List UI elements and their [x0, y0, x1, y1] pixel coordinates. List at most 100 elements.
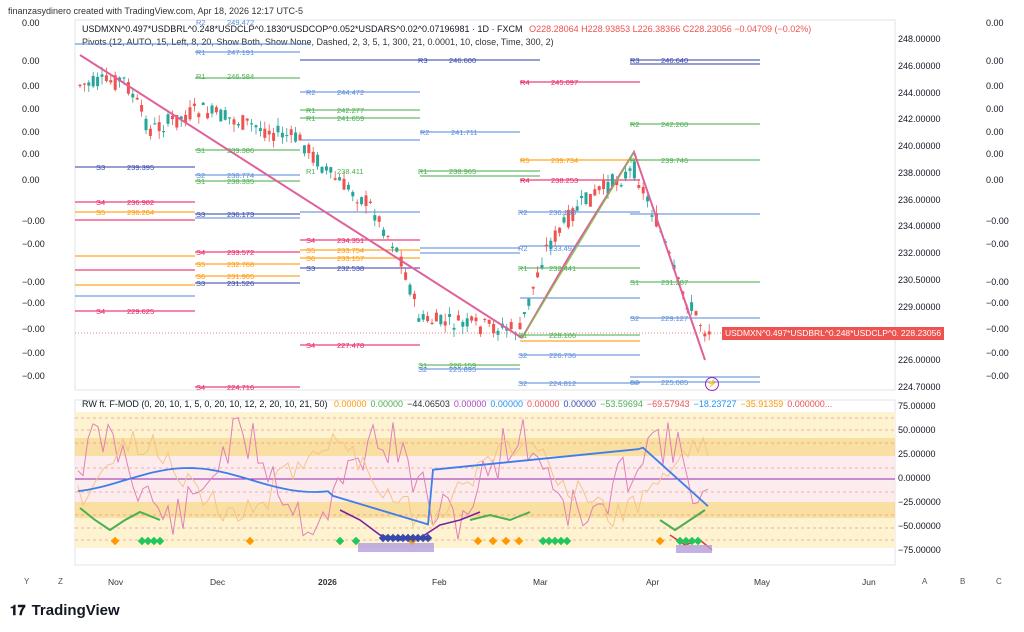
osc-green-segment [659, 509, 706, 532]
symbol-price-tag: USDMXN^0.497*USDBRL^0.248*USDCLP^0.18... [722, 327, 905, 340]
pivot-level-value: 249.472 [227, 18, 254, 27]
osc-value: 0.00000 [526, 399, 560, 409]
candle-body [641, 186, 645, 194]
candle-body [170, 115, 174, 120]
pivot-level-tag: R3 [630, 56, 640, 65]
candle-body [311, 151, 315, 163]
pivot-level-value: 236.264 [127, 208, 154, 217]
candle-body [210, 105, 214, 114]
ohlc-values: O228.28064 H228.93853 L226.38366 C228.23… [529, 24, 812, 34]
time-tick-label: Dec [210, 577, 226, 587]
right-scale-label: −0.00 [986, 348, 1009, 358]
created-by-line: finanzasydinero created with TradingView… [8, 6, 304, 16]
candle-body [531, 286, 535, 289]
blue-diamond-marker [423, 533, 433, 543]
blue-diamond-marker [393, 533, 403, 543]
purple-bar-marker [684, 545, 688, 553]
axis-letter[interactable]: B [960, 577, 966, 586]
purple-bar-marker [688, 545, 692, 553]
candle-body [250, 123, 254, 125]
blue-diamond-marker [408, 533, 418, 543]
price-tick-label: 236.00000 [898, 194, 941, 205]
candle-body [228, 117, 232, 119]
time-tick-label: May [754, 577, 771, 587]
green-diamond-marker [556, 536, 566, 546]
pivot-level-value: 231.287 [661, 278, 688, 287]
candle-body [624, 171, 628, 179]
left-scale-label: −0.00 [22, 277, 45, 287]
price-tick-label: 232.00000 [898, 248, 941, 259]
pivot-level-value: 232.538 [337, 264, 364, 273]
candle-body [390, 246, 394, 249]
green-diamond-marker [562, 536, 572, 546]
pivot-level-tag: R1 [306, 114, 316, 123]
candle-body [100, 74, 104, 77]
candle-body [430, 322, 434, 325]
downtrend-line[interactable] [79, 54, 523, 339]
osc-value: −53.59694 [600, 399, 643, 409]
axis-letter[interactable]: Y [24, 577, 30, 586]
candle-body [162, 131, 166, 133]
pivot-level-tag: S4 [306, 341, 315, 350]
candle-body [236, 124, 240, 126]
osc-trend-line [77, 446, 709, 526]
osc-green-segment [79, 507, 161, 532]
candle-body [82, 83, 86, 85]
pivot-level-tag: S4 [196, 383, 205, 392]
pivot-level-tag: S6 [306, 254, 315, 263]
candle-body [289, 129, 293, 136]
pivot-level-tag: S1 [196, 177, 205, 186]
candle-body [698, 325, 702, 327]
candle-body [544, 244, 548, 247]
candle-body [135, 97, 139, 100]
candle-body [219, 109, 223, 122]
oscillator-header[interactable]: RW ft. F-MOD (0, 20, 10, 1, 5, 0, 20, 10… [82, 399, 832, 409]
right-scale-label: 0.00 [986, 127, 1004, 137]
candle-body [342, 178, 346, 190]
axis-letter[interactable]: Z [58, 577, 63, 586]
candle-body [96, 76, 100, 87]
left-scale-label: 0.00 [22, 127, 40, 137]
candle-body [584, 192, 588, 204]
pivot-level-value: 247.191 [227, 48, 254, 57]
pivot-level-tag: R1 [306, 106, 316, 115]
purple-bar-marker [362, 543, 366, 552]
candle-body [351, 191, 355, 197]
pivot-level-value: 246.600 [449, 56, 476, 65]
zigzag-trend[interactable] [521, 149, 706, 361]
candle-body [201, 102, 205, 105]
lightning-icon[interactable]: ⚡ [705, 377, 719, 391]
orange-diamond-marker [501, 536, 511, 546]
orange-diamond-marker [514, 536, 524, 546]
osc-value: −44.06503 [407, 399, 450, 409]
uptrend-line[interactable] [521, 151, 635, 339]
candle-body [474, 317, 478, 322]
blue-diamond-marker [403, 533, 413, 543]
price-tick-label: 230.50000 [898, 274, 941, 285]
candle-body [465, 318, 469, 327]
axis-letter[interactable]: C [996, 577, 1002, 586]
candle-body [307, 144, 311, 154]
candle-body [245, 118, 249, 121]
pivot-level-tag: S3 [306, 264, 315, 273]
oscillator-values: 0.00000 0.00000 −44.06503 0.00000 0.00000 0.0… [330, 399, 832, 409]
candle-body [338, 177, 342, 181]
price-tick-label: 226.00000 [898, 355, 941, 366]
pivots-indicator-line[interactable]: Pivots (12, AUTO, 15, Left, 8, 20, Show … [82, 37, 554, 47]
axis-letter[interactable]: A [922, 577, 928, 586]
osc-value: −69.57943 [646, 399, 690, 409]
candle-body [558, 227, 562, 233]
pivot-level-value: 238.335 [227, 177, 254, 186]
candle-body [562, 217, 566, 223]
purple-bar-marker [374, 543, 378, 552]
candle-body [492, 323, 496, 334]
right-scale-label: −0.00 [986, 371, 1009, 381]
osc-value: 0.00000 [490, 399, 523, 409]
candle-body [131, 93, 135, 98]
pivot-level-value: 229.625 [127, 307, 154, 316]
blue-diamond-marker [398, 533, 408, 543]
blue-diamond-marker [378, 533, 388, 543]
pivot-level-tag: R4 [520, 176, 530, 185]
candle-body [518, 322, 522, 330]
